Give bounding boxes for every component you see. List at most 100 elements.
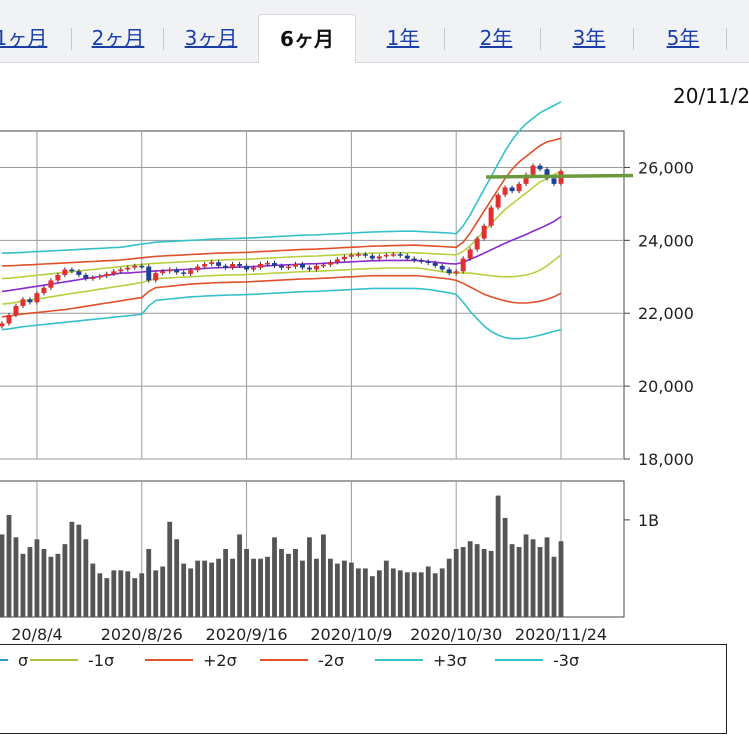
x-tick-label: 2020/11/24 — [515, 625, 607, 644]
volume-bar — [474, 544, 480, 617]
candle-body — [167, 269, 173, 272]
volume-bar — [328, 558, 333, 617]
volume-bar — [551, 556, 557, 617]
candle-body — [20, 299, 26, 306]
candle-body — [251, 267, 257, 270]
volume-bar — [321, 534, 326, 617]
legend-label: σ — [18, 651, 28, 670]
tab-5[interactable]: 1年 — [386, 26, 420, 50]
volume-bar — [488, 550, 494, 617]
candle-body — [488, 207, 494, 226]
price-tick-label: 22,000 — [638, 304, 694, 323]
candle-body — [146, 266, 152, 281]
volume-bar — [265, 556, 270, 617]
legend-label: +3σ — [433, 651, 467, 670]
tab-separator — [633, 28, 634, 50]
candle-body — [0, 323, 5, 327]
candle-body — [530, 165, 536, 175]
volume-bar — [13, 537, 19, 617]
tab-separator — [444, 28, 445, 50]
volume-bar — [27, 547, 33, 617]
candle-body — [432, 262, 438, 266]
volume-bar — [362, 568, 368, 617]
candle-body — [355, 254, 361, 256]
candle-body — [299, 264, 305, 268]
candle-body — [439, 265, 445, 270]
candle-body — [418, 260, 424, 262]
candle-body — [362, 254, 368, 256]
band-line-p1 — [1, 170, 562, 280]
tab-3[interactable]: 3ヶ月 — [184, 26, 238, 50]
volume-bar — [348, 562, 354, 617]
volume-bar — [453, 549, 459, 617]
volume-bar — [167, 521, 173, 617]
volume-bar — [41, 549, 47, 617]
candle-body — [376, 256, 382, 259]
x-tick-label: 2020/8/26 — [101, 625, 183, 644]
tab-7[interactable]: 3年 — [572, 26, 606, 50]
band-line-m1 — [1, 254, 562, 305]
candle-body — [55, 274, 61, 281]
tab-6[interactable]: 2年 — [479, 26, 513, 50]
tab-4[interactable]: 6ヶ月 — [258, 14, 356, 63]
price-tick-label: 24,000 — [638, 231, 694, 250]
volume-bar — [209, 562, 215, 617]
candle-body — [272, 262, 278, 266]
candle-body — [97, 276, 103, 278]
volume-bar — [146, 549, 152, 617]
volume-bar — [509, 544, 515, 617]
volume-bar — [390, 568, 396, 617]
volume-bar — [300, 560, 305, 617]
volume-bar — [139, 573, 145, 617]
volume-bar — [76, 524, 82, 617]
candle-body — [76, 271, 82, 275]
volume-bar — [34, 539, 40, 617]
candle-body — [202, 264, 208, 267]
candle-body — [390, 254, 396, 256]
volume-bar — [425, 566, 431, 617]
candle-body — [383, 254, 389, 257]
volume-bar — [258, 558, 263, 617]
volume-bar — [293, 549, 298, 617]
candle-body — [467, 249, 473, 259]
candle-body — [118, 269, 124, 272]
band-line-m3 — [1, 287, 562, 340]
volume-bar — [523, 534, 529, 617]
x-tick-label: 2020/9/16 — [206, 625, 288, 644]
volume-bar — [97, 573, 103, 617]
candle-body — [320, 264, 326, 267]
candle-body — [523, 174, 529, 184]
volume-bar — [223, 549, 228, 617]
volume-bar — [118, 570, 124, 617]
candle-body — [13, 305, 19, 316]
volume-bar — [83, 539, 89, 617]
candle-body — [551, 178, 557, 184]
candle-body — [132, 265, 138, 268]
legend-label: -1σ — [88, 651, 114, 670]
volume-bar — [495, 495, 501, 617]
candle-body — [90, 277, 96, 280]
price-tick-label: 20,000 — [638, 377, 694, 396]
tab-2[interactable]: 2ヶ月 — [91, 26, 145, 50]
candle-body — [265, 262, 271, 265]
candle-body — [6, 315, 12, 324]
volume-bar — [404, 572, 410, 617]
volume-bar — [432, 573, 438, 617]
volume-bar — [132, 578, 138, 617]
price-tick-label: 26,000 — [638, 158, 694, 177]
price-tick-label: 18,000 — [638, 450, 694, 469]
resistance-line — [485, 173, 634, 179]
tab-8[interactable]: 5年 — [666, 26, 700, 50]
candle-body — [495, 194, 501, 208]
candle-body — [348, 254, 354, 257]
candle-body — [285, 266, 291, 269]
tab-1[interactable]: 1ヶ月 — [0, 26, 48, 50]
volume-bar — [202, 560, 208, 617]
volume-bar — [411, 572, 417, 617]
price-panel-frame — [0, 130, 625, 460]
candle-body — [279, 265, 284, 268]
volume-bar — [90, 563, 96, 617]
candle-body — [258, 264, 264, 268]
candle-body — [481, 225, 487, 239]
volume-bar — [502, 517, 508, 617]
